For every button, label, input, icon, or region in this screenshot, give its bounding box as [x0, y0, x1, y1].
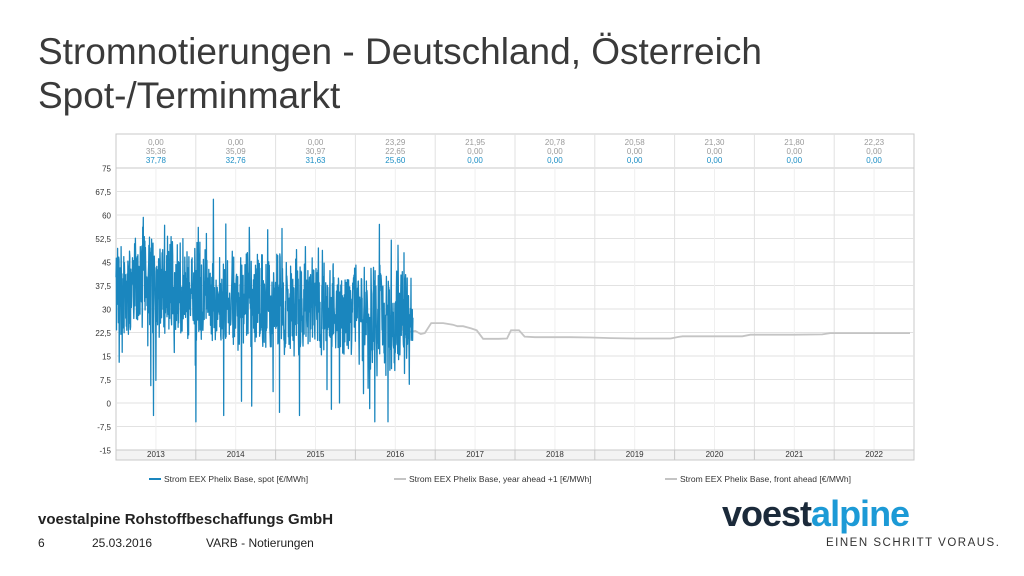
title-line-2: Spot-/Terminmarkt	[38, 75, 341, 116]
series-spot-line	[115, 198, 414, 423]
table-cell: 20,58	[625, 138, 646, 147]
y-tick-label: 15	[102, 353, 111, 362]
title-line-1: Stromnotierungen - Deutschland, Österrei…	[38, 31, 762, 72]
series-year-ahead-line	[398, 319, 910, 340]
x-tick-label: 2020	[706, 450, 724, 459]
y-tick-label: 52,5	[95, 235, 111, 244]
table-cell: 32,76	[226, 156, 247, 165]
logo-part-2: alpine	[811, 493, 910, 534]
table-cell: 0,00	[787, 156, 803, 165]
y-tick-label: 22,5	[95, 329, 111, 338]
table-cell: 0,00	[547, 156, 563, 165]
table-cell: 20,78	[545, 138, 566, 147]
y-tick-label: 0	[107, 400, 112, 409]
x-tick-label: 2018	[546, 450, 564, 459]
x-tick-label: 2019	[626, 450, 644, 459]
y-tick-label: -15	[99, 447, 111, 456]
table-cell: 31,63	[305, 156, 326, 165]
chart-legend: Strom EEX Phelix Base, spot [€/MWh] Strom…	[149, 474, 851, 484]
chart-axes: 75 67,5 60 52,5 45 37,5 30 22,5 15 7,5 0 -7,5 -15 201…	[95, 165, 915, 461]
y-tick-label: -7,5	[97, 423, 111, 432]
table-cell: 0,00	[148, 138, 164, 147]
x-tick-label: 2021	[785, 450, 803, 459]
legend-label: Strom EEX Phelix Base, year ahead +1 [€/…	[409, 474, 592, 484]
x-tick-label: 2022	[865, 450, 883, 459]
table-cell: 0,00	[467, 156, 483, 165]
footer-section: VARB - Notierungen	[206, 536, 314, 550]
y-tick-label: 75	[102, 165, 111, 174]
y-tick-label: 45	[102, 259, 111, 268]
table-cell: 22,65	[385, 147, 406, 156]
page-number: 6	[38, 536, 45, 550]
y-tick-label: 67,5	[95, 188, 111, 197]
x-tick-label: 2016	[386, 450, 404, 459]
y-tick-label: 7,5	[100, 376, 112, 385]
table-cell: 0,00	[627, 156, 643, 165]
y-tick-label: 60	[102, 212, 111, 221]
table-cell: 0,00	[467, 147, 483, 156]
y-tick-label: 37,5	[95, 282, 111, 291]
x-tick-label: 2015	[307, 450, 325, 459]
table-cell: 21,30	[704, 138, 725, 147]
table-cell: 21,80	[784, 138, 805, 147]
x-tick-label: 2017	[466, 450, 484, 459]
voestalpine-logo: voestalpine	[722, 493, 910, 535]
y-tick-label: 30	[102, 306, 111, 315]
table-cell: 25,60	[385, 156, 406, 165]
table-cell: 0,00	[228, 138, 244, 147]
table-cell: 0,00	[627, 147, 643, 156]
table-cell: 35,36	[146, 147, 167, 156]
table-cell: 0,00	[866, 147, 882, 156]
table-cell: 23,29	[385, 138, 406, 147]
table-cell: 0,00	[547, 147, 563, 156]
chart-series	[115, 198, 910, 423]
table-cell: 35,09	[226, 147, 247, 156]
company-name: voestalpine Rohstoffbeschaffungs GmbH	[38, 511, 334, 528]
table-cell: 22,23	[864, 138, 885, 147]
logo-tagline: EINEN SCHRITT VORAUS.	[826, 537, 1001, 549]
table-cell: 21,95	[465, 138, 486, 147]
table-cell: 0,00	[787, 147, 803, 156]
table-cell: 30,97	[305, 147, 326, 156]
x-tick-label: 2014	[227, 450, 245, 459]
annual-values-table: 0,0035,3637,780,0035,0932,760,0030,9731,…	[146, 138, 885, 165]
logo-part-1: voest	[722, 493, 812, 534]
table-cell: 0,00	[707, 147, 723, 156]
table-cell: 0,00	[866, 156, 882, 165]
x-tick-label: 2013	[147, 450, 165, 459]
page-title: Stromnotierungen - Deutschland, Österrei…	[38, 30, 938, 118]
table-cell: 0,00	[308, 138, 324, 147]
legend-label: Strom EEX Phelix Base, front ahead [€/MW…	[680, 474, 851, 484]
table-cell: 37,78	[146, 156, 167, 165]
table-cell: 0,00	[707, 156, 723, 165]
legend-label: Strom EEX Phelix Base, spot [€/MWh]	[164, 474, 308, 484]
footer-date: 25.03.2016	[92, 536, 153, 550]
